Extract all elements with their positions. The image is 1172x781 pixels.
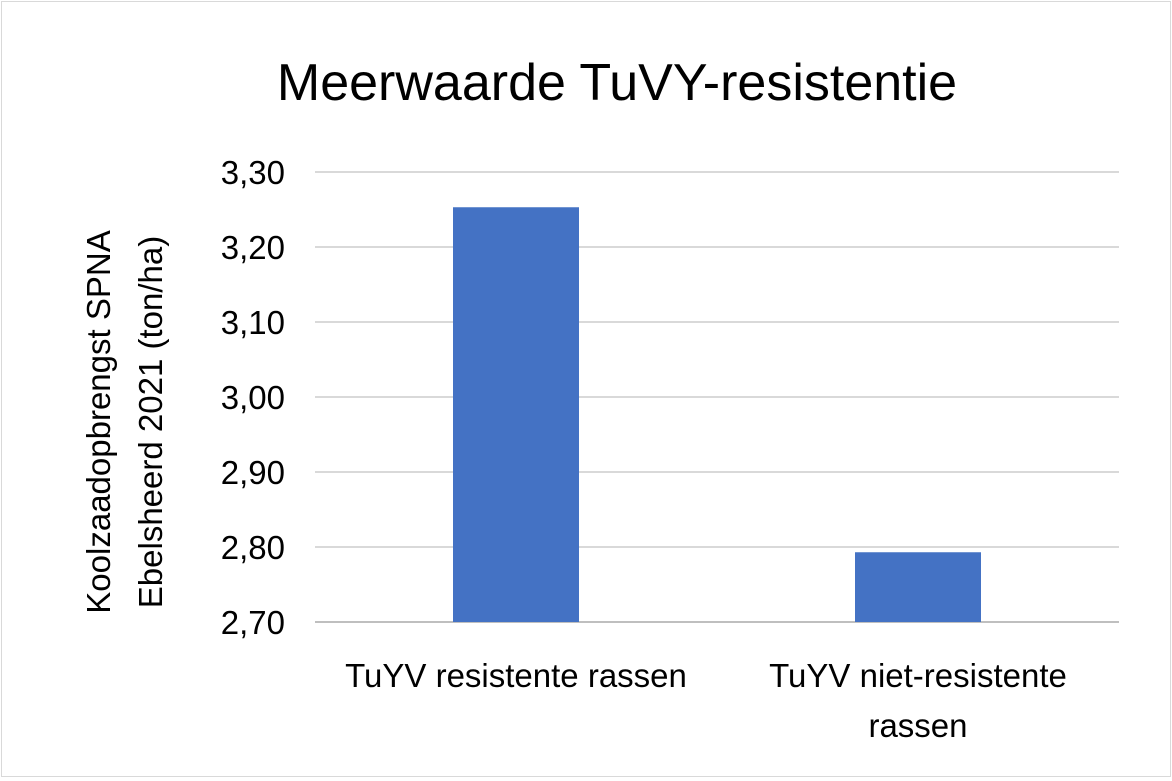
y-tick-label: 2,90: [221, 454, 285, 491]
y-axis-label: Koolzaadopbrengst SPNA Ebelsheerd 2021 (…: [80, 230, 169, 613]
bars: [453, 207, 981, 622]
y-tick-labels: 2,70 2,80 2,90 3,00 3,10 3,20 3,30: [221, 154, 285, 641]
x-tick-label: TuYV niet-resistente: [769, 657, 1067, 694]
chart-title: Meerwaarde TuVY-resistentie: [277, 54, 957, 112]
x-tick-label: TuYV resistente rassen: [345, 657, 687, 694]
y-axis-label-line-2: Ebelsheerd 2021 (ton/ha): [132, 236, 169, 608]
gridlines: [315, 171, 1119, 623]
y-tick-label: 2,80: [221, 529, 285, 566]
y-tick-label: 3,20: [221, 229, 285, 266]
y-axis-label-line-1: Koolzaadopbrengst SPNA: [80, 230, 117, 613]
y-tick-label: 2,70: [221, 604, 285, 641]
bar: [855, 552, 981, 622]
x-tick-label: rassen: [868, 707, 967, 744]
bar: [453, 207, 579, 622]
y-tick-label: 3,30: [221, 154, 285, 191]
x-tick-labels: TuYV resistente rassen TuYV niet-resisten…: [345, 657, 1067, 744]
y-tick-label: 3,00: [221, 379, 285, 416]
y-tick-label: 3,10: [221, 304, 285, 341]
